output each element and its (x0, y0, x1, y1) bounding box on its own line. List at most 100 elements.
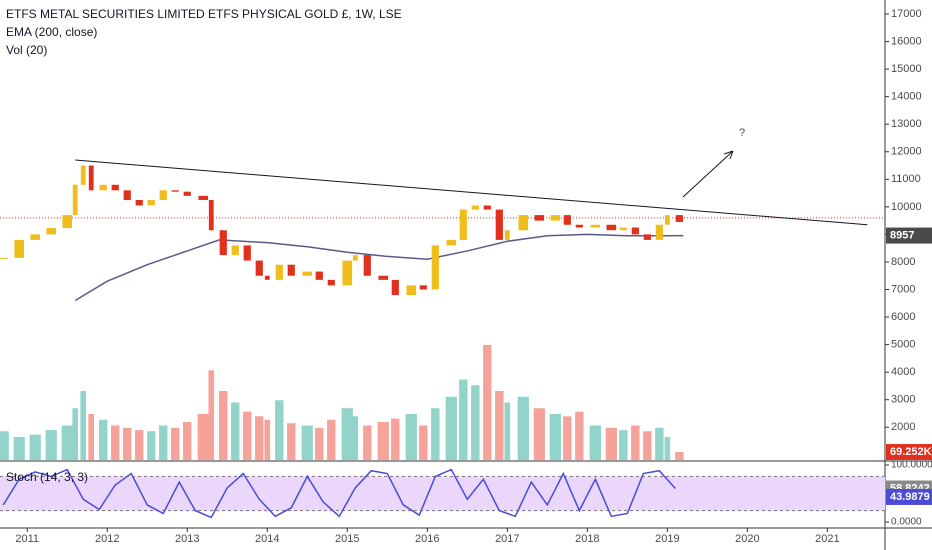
x-tick-label: 2019 (655, 533, 679, 545)
candle (111, 184, 119, 191)
volume-bar (135, 430, 144, 460)
candle (550, 215, 561, 221)
y-tick-label: 3000 (891, 394, 915, 406)
candle (315, 271, 323, 280)
y-tick-label: 10000 (891, 201, 922, 213)
volume-last-label: 69.252K (890, 446, 932, 458)
volume-bar (171, 427, 180, 460)
y-tick-label: 11000 (891, 173, 921, 185)
y-tick-label: 15000 (891, 63, 922, 75)
stoch-line (2, 468, 676, 519)
x-tick-label: 2021 (815, 533, 839, 545)
volume-bar (301, 425, 313, 460)
candle (446, 239, 457, 246)
volume-bar (255, 416, 264, 460)
volume-bar (675, 452, 684, 460)
x-tick-label: 2014 (255, 533, 279, 545)
volume-bar (275, 400, 284, 460)
stoch-title: Stoch (14, 3, 3) (6, 470, 88, 484)
candle (99, 184, 107, 191)
stoch-tick-label: 100.0000 (891, 460, 932, 471)
x-tick-label: 2018 (575, 533, 599, 545)
candle (643, 234, 651, 240)
candle (352, 255, 358, 261)
volume-bar (619, 430, 628, 460)
y-tick-label: 17000 (891, 8, 922, 20)
volume-bar (631, 425, 640, 460)
candle (275, 264, 283, 280)
candle (30, 234, 41, 240)
volume-bar (219, 391, 228, 460)
candle (342, 260, 353, 286)
candle (0, 257, 9, 259)
volume-bar (549, 414, 561, 460)
annotation-arrow (682, 150, 734, 198)
volume-bar (287, 423, 296, 460)
candle (14, 239, 25, 258)
candle (302, 271, 313, 276)
y-tick-label: 4000 (891, 366, 915, 378)
y-tick-label: 13000 (891, 118, 922, 130)
y-tick-label: 8000 (891, 256, 915, 268)
stoch-d-label: 43.9879 (890, 491, 930, 503)
candle (62, 215, 73, 229)
volume-bar (664, 437, 671, 460)
candle (391, 279, 399, 296)
volume-bar (111, 425, 120, 460)
candle (590, 224, 601, 228)
candle (88, 165, 94, 191)
candle (208, 199, 214, 231)
y-tick-label: 7000 (891, 283, 915, 295)
candle (655, 224, 663, 240)
candle (431, 245, 439, 290)
candle (504, 230, 510, 240)
y-tick-label: 14000 (891, 91, 922, 103)
candle (471, 205, 479, 210)
candle (606, 224, 617, 231)
y-tick-label: 5000 (891, 338, 915, 350)
volume-bar (405, 414, 417, 460)
volume-bar (377, 422, 389, 460)
candle (72, 184, 78, 216)
candle (135, 199, 143, 206)
volume-bar (29, 434, 41, 460)
volume-bar (517, 396, 529, 460)
stoch-d-label-box (886, 488, 932, 505)
volume-bar (123, 427, 132, 460)
candle (243, 245, 251, 261)
indicator-label: EMA (200, close) (6, 25, 97, 39)
candle (219, 230, 227, 256)
indicator-label: Vol (20) (6, 43, 47, 57)
ema-line (74, 233, 684, 302)
candle (575, 224, 583, 228)
y-tick-label: 6000 (891, 311, 915, 323)
volume-bar (183, 422, 192, 460)
candle (406, 285, 417, 296)
candle (80, 165, 86, 185)
stoch-tick-label: 0.0000 (891, 517, 922, 528)
ema-last-label: 8957 (890, 229, 914, 241)
volume-bar (575, 411, 584, 460)
x-tick-label: 2015 (335, 533, 359, 545)
candle (495, 209, 503, 240)
volume-bar (459, 379, 468, 460)
volume-bar (0, 431, 9, 460)
y-tick-label: 2000 (891, 421, 915, 433)
candle (664, 215, 670, 225)
volume-bar (655, 427, 664, 460)
volume-bar (231, 402, 240, 460)
volume-bar (605, 427, 617, 460)
volume-bar (643, 431, 652, 460)
candle (419, 285, 427, 290)
volume-bar (243, 411, 252, 460)
volume-bar (208, 370, 215, 460)
volume-bar (147, 431, 156, 460)
candle (483, 205, 491, 210)
volume-bar (563, 416, 572, 460)
volume-bar (80, 391, 87, 460)
candle (327, 279, 335, 286)
candle (363, 255, 371, 276)
candle (255, 260, 263, 276)
candle (231, 245, 239, 256)
